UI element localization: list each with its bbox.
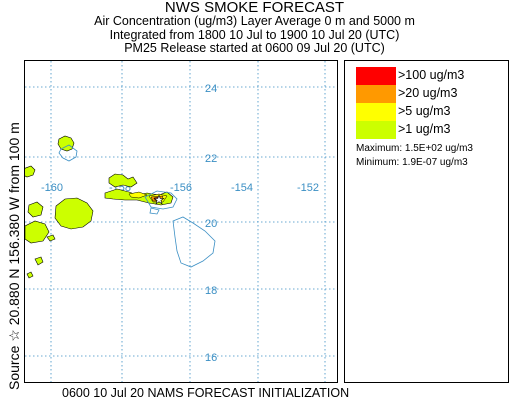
subtitle-line-2: Integrated from 1800 10 Jul to 1900 10 J… — [109, 28, 400, 42]
subtitle-line-1: Air Concentration (ug/m3) Layer Average … — [94, 14, 415, 28]
star-icon — [153, 194, 165, 205]
legend-maximum: Maximum: 1.5E+02 ug/m3 — [356, 143, 473, 154]
map-title: NWS SMOKE FORECAST — [164, 0, 345, 16]
lat-label-16: 16 — [205, 352, 217, 364]
coast-kahoolawe — [149, 207, 160, 215]
legend-label-20: >20 ug/m3 — [398, 86, 458, 100]
source-location-label: Source ☆ 20.880 N 156.380 W from 100 m — [6, 122, 22, 390]
legend-swatch-yellow — [356, 103, 396, 121]
legend-label-100: >100 ug/m3 — [398, 68, 465, 82]
forecast-initialization-label: 0600 10 Jul 20 NAMS FORECAST INITIALIZAT… — [62, 386, 350, 400]
lon-label-160: -160 — [41, 182, 63, 194]
legend-minimum: Minimum: 1.9E-07 ug/m3 — [356, 157, 468, 168]
coast-big-island — [172, 216, 216, 268]
lon-label-152: -152 — [297, 182, 319, 194]
lat-label-22: 22 — [205, 153, 217, 165]
smoke-map: 24 22 20 18 16 -160 -158 -156 -154 -152 — [24, 60, 338, 383]
coast-oahu-north — [58, 144, 78, 162]
smoke-maui-plume — [104, 188, 174, 206]
legend-swatch-lime — [356, 121, 396, 139]
legend-swatch-red — [356, 67, 396, 85]
map-canvas: 24 22 20 18 16 -160 -158 -156 -154 -152 — [25, 61, 337, 382]
smoke-oahu-molokai — [25, 173, 138, 279]
lat-label-24: 24 — [205, 83, 217, 95]
coast-maui — [144, 190, 178, 210]
legend-swatch-orange — [356, 85, 396, 103]
smoke-kauai — [25, 135, 75, 178]
lon-label-156: -156 — [170, 182, 192, 194]
lat-label-20: 20 — [205, 218, 217, 230]
lat-label-18: 18 — [205, 285, 217, 297]
graticule — [25, 61, 337, 382]
legend-label-1: >1 ug/m3 — [398, 122, 451, 136]
coastlines — [144, 190, 216, 268]
legend-label-5: >5 ug/m3 — [398, 104, 451, 118]
subtitle-line-3: PM25 Release started at 0600 09 Jul 20 (… — [124, 41, 385, 55]
legend-panel: >100 ug/m3 >20 ug/m3 >5 ug/m3 >1 ug/m3 M… — [344, 60, 509, 383]
lon-label-154: -154 — [231, 182, 253, 194]
